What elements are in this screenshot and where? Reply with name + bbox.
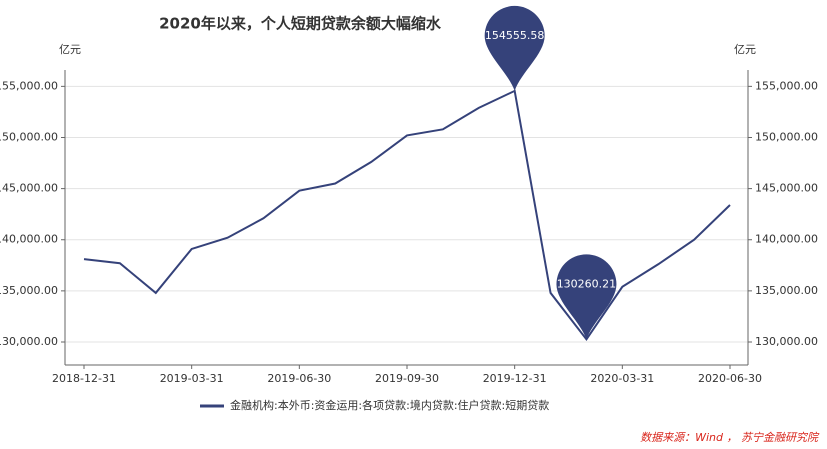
y-axis-unit: 亿元 [59,43,81,56]
legend-label: 金融机构:本外币:资金运用:各项贷款:境内贷款:住户贷款:短期贷款 [230,398,549,412]
x-tick-label: 2019-09-30 [375,372,439,385]
y-tick-label: 145,000.00 [0,182,58,195]
value-pin [556,254,617,340]
y-tick-label: 140,000.00 [0,233,58,246]
x-tick-label: 2020-06-30 [698,372,762,385]
y-tick-label: 155,000.00 [0,79,58,92]
y2-tick-label: 155,000.00 [755,79,818,92]
source-note: 数据来源：Wind ， 苏宁金融研究院 [640,431,820,444]
y-tick-label: 150,000.00 [0,130,58,143]
y2-tick-label: 140,000.00 [755,233,818,246]
x-tick-label: 2018-12-31 [52,372,116,385]
x-tick-label: 2019-12-31 [483,372,547,385]
x-tick-label: 2019-06-30 [267,372,331,385]
y-tick-label: 130,000.00 [0,335,58,348]
y2-tick-label: 145,000.00 [755,182,818,195]
pin-label: 130260.21 [557,277,617,290]
x-tick-label: 2019-03-31 [160,372,224,385]
y2-tick-label: 130,000.00 [755,335,818,348]
value-pin [484,5,545,91]
x-tick-label: 2020-03-31 [590,372,654,385]
chart-title: 2020年以来，个人短期贷款余额大幅缩水 [159,15,442,33]
data-line [83,89,731,342]
y2-tick-label: 150,000.00 [755,130,818,143]
y2-tick-label: 135,000.00 [755,284,818,297]
y-tick-label: 135,000.00 [0,284,58,297]
pin-label: 154555.58 [485,29,545,42]
y2-axis-unit: 亿元 [734,43,756,56]
